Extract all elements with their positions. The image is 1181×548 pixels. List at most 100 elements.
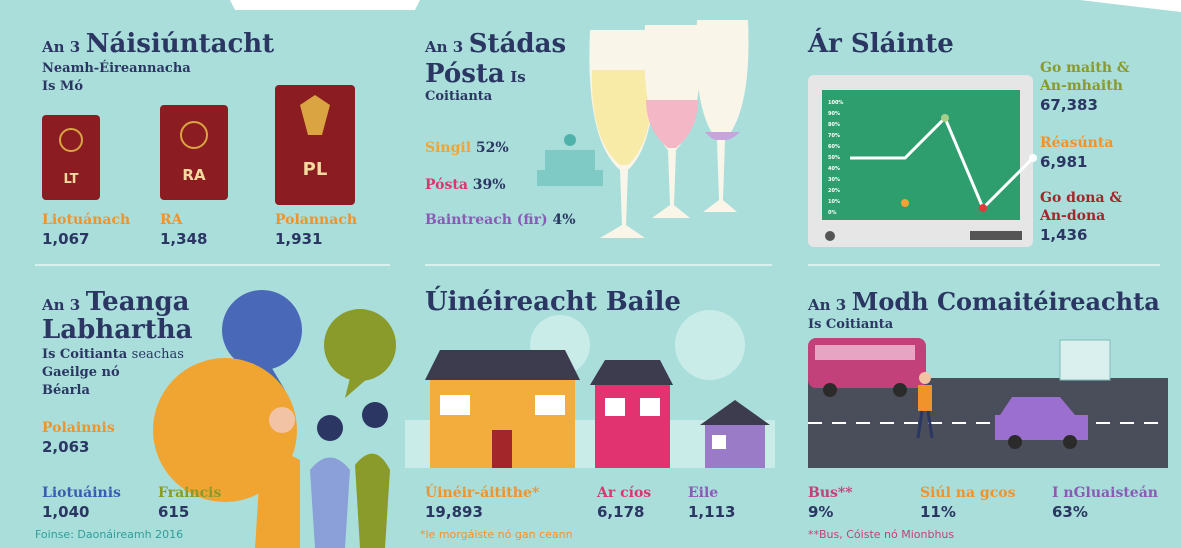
- label: An-mhaith: [1039, 78, 1123, 94]
- subtitle: Is Coitianta seachas: [42, 347, 184, 362]
- door: [492, 430, 512, 468]
- prefix: An 3: [807, 296, 846, 314]
- decor: [230, 0, 420, 10]
- hair: [317, 415, 343, 441]
- person: [255, 454, 300, 548]
- value: 615: [158, 503, 189, 521]
- monitor-button: [825, 231, 835, 241]
- window: [605, 398, 625, 416]
- label: Baintreach (fir): [425, 212, 548, 228]
- subtitle: Béarla: [42, 383, 90, 398]
- connector: seachas: [132, 347, 184, 362]
- value: 67,383: [1040, 96, 1098, 114]
- label: Pósta: [425, 177, 468, 193]
- wheel: [1008, 435, 1022, 449]
- dot: [901, 199, 909, 207]
- value: 4%: [552, 212, 575, 228]
- cake-top: [564, 134, 576, 146]
- label: RA: [160, 212, 184, 228]
- monitor-tick-label: 0%: [828, 210, 837, 216]
- value: 39%: [473, 177, 506, 193]
- bus-stop: [1060, 340, 1110, 380]
- monitor-tick-label: 10%: [828, 199, 840, 205]
- title: Pósta: [425, 59, 505, 89]
- monitor-tick-label: 80%: [828, 122, 840, 128]
- cake: [545, 150, 595, 172]
- label: An-dona: [1039, 208, 1105, 224]
- passport-code: LT: [64, 172, 79, 187]
- value: 6,981: [1040, 153, 1087, 171]
- passport-code: PL: [303, 159, 328, 180]
- infographic: An 3 Náisiúntacht Neamh-Éireannacha Is M…: [0, 0, 1181, 548]
- subtitle: Coitianta: [425, 89, 493, 104]
- person: [310, 458, 350, 548]
- value: 19,893: [425, 503, 483, 521]
- stat: Pósta 39%: [425, 177, 506, 193]
- monitor-tick-label: 30%: [828, 177, 840, 183]
- subtitle: Is Mó: [42, 79, 83, 94]
- dot: [941, 114, 949, 122]
- value: 1,040: [42, 503, 89, 521]
- window: [440, 395, 470, 415]
- prefix: An 3: [424, 38, 463, 56]
- walker-head: [919, 372, 931, 384]
- window: [712, 435, 726, 449]
- cake: [537, 170, 603, 186]
- monitor-tick-label: 70%: [828, 133, 840, 139]
- monitor-slot: [970, 231, 1022, 240]
- value: 52%: [476, 140, 509, 156]
- monitor-tick-label: 50%: [828, 155, 840, 161]
- label: I nGluaisteán: [1052, 485, 1158, 501]
- value: 6,178: [597, 503, 644, 521]
- value: 2,063: [42, 438, 89, 456]
- section-title: Ár Sláinte: [807, 27, 954, 59]
- walker: [918, 385, 932, 411]
- label: Réasúnta: [1040, 135, 1113, 151]
- title: Náisiúntacht: [86, 29, 274, 59]
- section-title: Labhartha: [42, 315, 193, 345]
- label: Liotuánach: [42, 212, 130, 228]
- subtitle: Is Coitianta: [808, 317, 894, 332]
- subtitle: Gaeilge nó: [42, 365, 120, 380]
- label: Bus**: [808, 485, 853, 501]
- window: [640, 398, 660, 416]
- label: Fraincis: [158, 485, 221, 501]
- dot: [1029, 154, 1037, 162]
- bus-window: [815, 345, 915, 360]
- label: Polainnis: [42, 420, 115, 436]
- monitor-tick-label: 100%: [828, 100, 843, 106]
- note: **Bus, Cóiste nó Mionbhus: [808, 528, 954, 541]
- value: 1,436: [1040, 226, 1087, 244]
- monitor-tick-label: 90%: [828, 111, 840, 117]
- prefix: An 3: [41, 296, 80, 314]
- tree: [675, 310, 745, 380]
- hair: [362, 402, 388, 428]
- label: Liotuáinis: [42, 485, 121, 501]
- section-title: Úinéireacht Baile: [425, 285, 681, 317]
- label: Siúl na gcos: [920, 485, 1016, 501]
- passport: [42, 115, 100, 200]
- title: Teanga: [86, 287, 190, 317]
- label: Go dona &: [1040, 190, 1122, 206]
- prefix: An 3: [41, 38, 80, 56]
- window: [535, 395, 565, 415]
- monitor-tick-label: 20%: [828, 188, 840, 194]
- bubble: [324, 309, 396, 381]
- label: Polannach: [275, 212, 357, 228]
- bubble: [222, 290, 302, 370]
- value: 1,348: [160, 230, 207, 248]
- suffix: Is: [510, 68, 525, 86]
- subtitle: Is Coitianta: [42, 347, 128, 362]
- dot: [979, 204, 987, 212]
- subtitle: Neamh-Éireannacha: [42, 60, 191, 76]
- house: [595, 385, 670, 468]
- value: 63%: [1052, 503, 1088, 521]
- wheel: [893, 383, 907, 397]
- monitor: 100%90%80%70%60%50%40%30%20%10%0%: [808, 75, 1037, 247]
- title: Modh Comaitéireachta: [852, 287, 1160, 316]
- value: 1,113: [688, 503, 735, 521]
- stat: Singil 52%: [425, 140, 509, 156]
- title: Stádas: [469, 29, 566, 59]
- person: [355, 454, 390, 548]
- label: Úinéir-áitithe*: [425, 483, 540, 501]
